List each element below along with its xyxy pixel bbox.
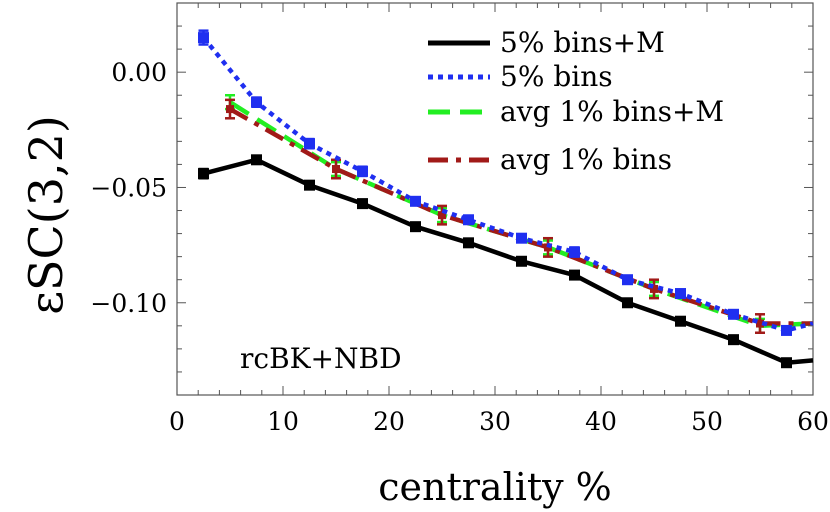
data-point bbox=[569, 246, 580, 258]
data-point bbox=[650, 284, 658, 293]
x-axis-title: centrality % bbox=[378, 465, 612, 509]
x-tick-label: 30 bbox=[479, 407, 511, 436]
legend-label: 5% bins bbox=[500, 60, 613, 93]
data-point bbox=[251, 154, 262, 166]
data-point bbox=[410, 221, 421, 233]
data-point bbox=[357, 165, 368, 177]
data-point bbox=[622, 274, 633, 286]
x-tick-label: 40 bbox=[585, 407, 617, 436]
x-tick-label: 0 bbox=[169, 407, 185, 436]
series-line bbox=[228, 100, 814, 329]
series-line bbox=[202, 157, 814, 365]
data-point bbox=[251, 96, 262, 108]
data-point bbox=[516, 232, 527, 244]
data-point bbox=[226, 105, 234, 114]
data-point bbox=[781, 324, 792, 336]
data-point bbox=[438, 211, 446, 220]
data-point bbox=[728, 334, 739, 346]
data-point bbox=[198, 168, 209, 180]
data-point bbox=[675, 315, 686, 327]
x-tick-label: 60 bbox=[797, 407, 829, 436]
data-point bbox=[622, 297, 633, 309]
legend-label: 5% bins+M bbox=[500, 26, 665, 59]
series-line bbox=[228, 107, 813, 326]
series-5-bins-m bbox=[198, 154, 814, 369]
data-point bbox=[304, 138, 315, 150]
series-layer bbox=[198, 29, 814, 369]
legend-label: avg 1% bins bbox=[500, 143, 672, 176]
data-point bbox=[198, 32, 209, 44]
x-tick-label: 50 bbox=[691, 407, 723, 436]
series-avg-1-bins-m bbox=[225, 93, 814, 334]
data-point bbox=[357, 198, 368, 210]
x-tick-label: 20 bbox=[373, 407, 405, 436]
legend-label: avg 1% bins+M bbox=[500, 95, 724, 128]
y-tick-label: −0.05 bbox=[90, 173, 167, 202]
data-point bbox=[463, 214, 474, 226]
data-point bbox=[675, 288, 686, 300]
y-axis-title: εSC(3,2) bbox=[19, 115, 73, 315]
series-avg-1-bins bbox=[225, 98, 813, 334]
data-point bbox=[781, 357, 792, 369]
y-tick-label: 0.00 bbox=[111, 58, 167, 87]
data-point bbox=[516, 255, 527, 267]
data-point bbox=[304, 179, 315, 191]
data-point bbox=[410, 195, 421, 207]
data-point bbox=[569, 269, 580, 281]
data-point bbox=[756, 319, 764, 328]
data-point bbox=[463, 237, 474, 249]
data-point bbox=[728, 308, 739, 320]
x-tick-label: 10 bbox=[267, 407, 299, 436]
annotation-label: rcBK+NBD bbox=[240, 342, 402, 375]
ticks-layer: 0 10 20 30 40 50 60 0.00 −0.05 −0.10 bbox=[90, 2, 829, 436]
y-tick-label: −0.10 bbox=[90, 289, 167, 318]
data-point bbox=[332, 165, 340, 174]
series-5-bins bbox=[198, 29, 814, 336]
